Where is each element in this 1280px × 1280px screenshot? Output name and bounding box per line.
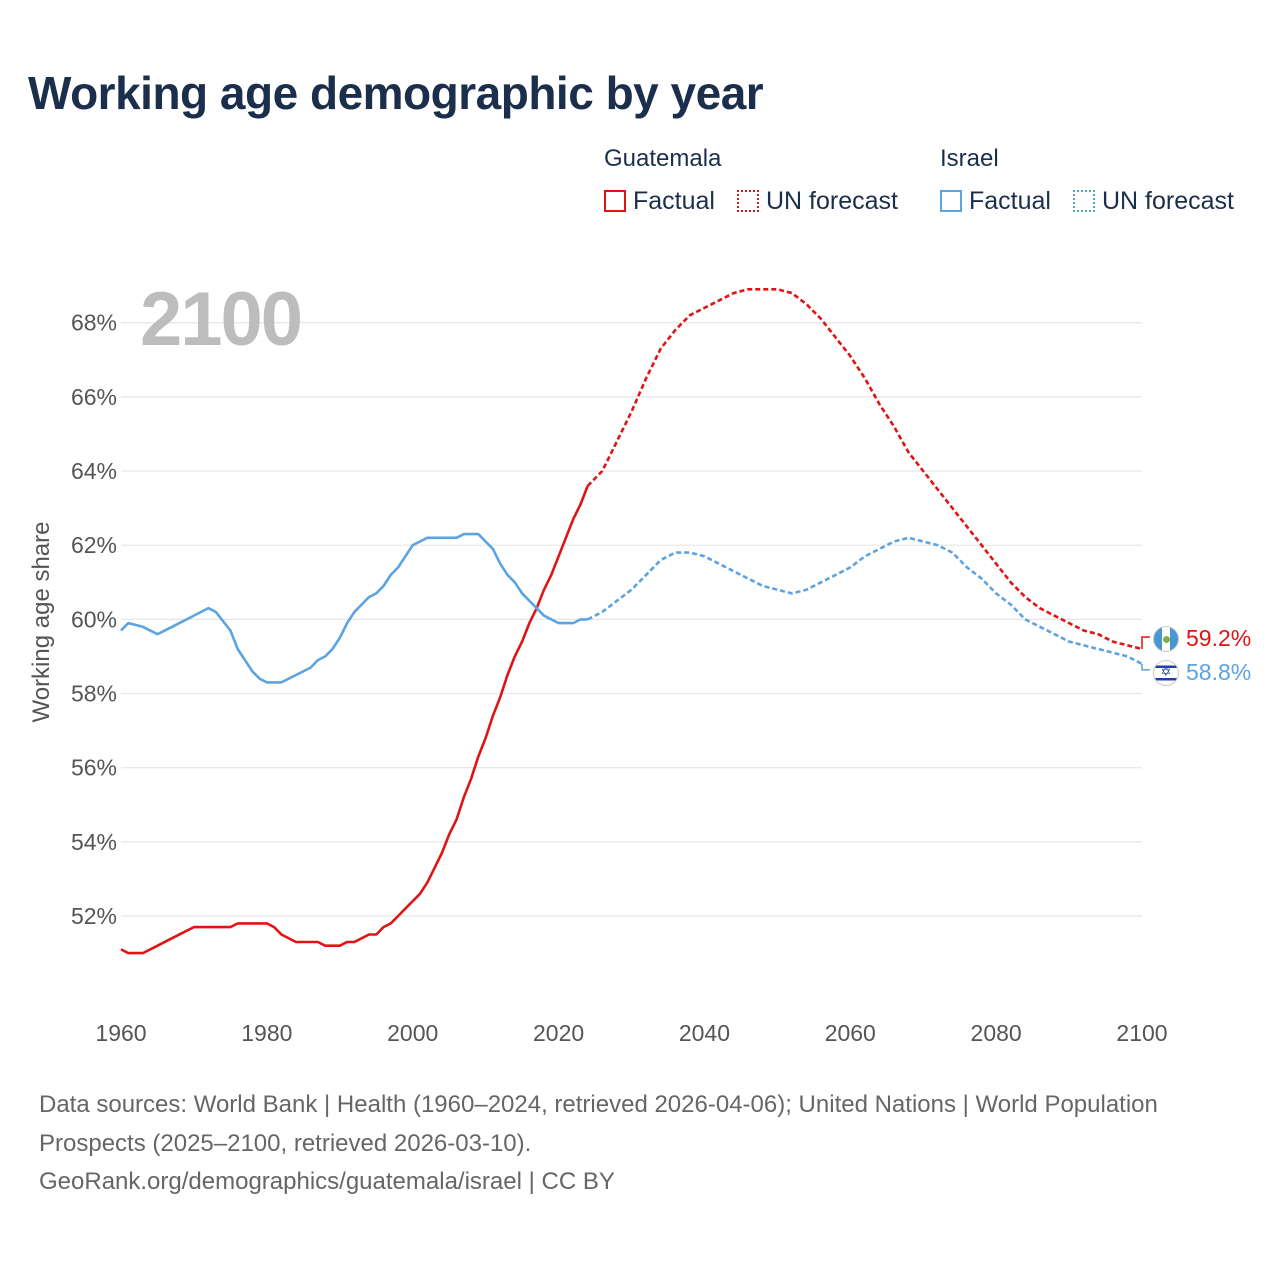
legend-guatemala-factual[interactable]: Factual [604,186,715,216]
israel-factual-line [120,532,588,684]
legend-guatemala-forecast[interactable]: UN forecast [737,186,898,216]
legend-group-israel: Israel [940,145,999,172]
guatemala-label-connector [1141,636,1150,650]
x-tick-label: 2040 [679,1020,730,1046]
legend-label: UN forecast [766,186,898,215]
y-tick-label: 60% [71,606,117,632]
legend-label: Factual [633,186,715,215]
x-tick-label: 2100 [1116,1020,1167,1046]
x-tick-label: 2060 [825,1020,876,1046]
chart-title: Working age demographic by year [28,67,764,119]
footer: Data sources: World Bank | Health (1960–… [39,1086,1239,1202]
israel-flag-icon [1153,660,1179,686]
y-tick-label: 56% [71,755,117,781]
y-axis-label: Working age share [28,521,55,723]
guatemala-flag-icon [1153,626,1179,652]
x-tick-label: 2020 [533,1020,584,1046]
legend-israel-forecast[interactable]: UN forecast [1073,186,1234,216]
guatemala-factual-line [120,485,589,955]
israel-forecast-line [587,536,1143,666]
guatemala-forecast-line [586,288,1143,651]
legend-swatch-dotted-blue [1073,190,1095,212]
legend-swatch-dotted-red [737,190,759,212]
x-tick-label: 1980 [241,1020,292,1046]
y-tick-label: 68% [71,310,117,336]
x-tick-label: 2080 [971,1020,1022,1046]
y-tick-label: 54% [71,829,117,855]
legend-israel-factual[interactable]: Factual [940,186,1051,216]
guatemala-end-value: 59.2% [1186,625,1252,651]
y-tick-label: 62% [71,532,117,558]
legend-swatch-solid-red [604,190,626,212]
legend-label: UN forecast [1102,186,1234,215]
y-tick-label: 52% [71,903,117,929]
x-tick-label: 1960 [95,1020,146,1046]
legend-label: Factual [969,186,1051,215]
israel-end-value: 58.8% [1186,659,1252,685]
credit-link[interactable]: GeoRank.org/demographics/guatemala/israe… [39,1168,615,1195]
y-tick-label: 64% [71,458,117,484]
y-tick-label: 58% [71,681,117,707]
y-tick-label: 66% [71,384,117,410]
x-tick-label: 2000 [387,1020,438,1046]
line-chart: 52% 54% 56% 58% 60% 62% 64% 66% 68% 1960 1980 2000 2… [71,288,1168,1046]
legend-group-guatemala: Guatemala [604,145,722,172]
data-sources-text: Data sources: World Bank | Health (1960–… [39,1091,1158,1157]
israel-label-connector [1141,663,1150,671]
legend-swatch-solid-blue [940,190,962,212]
current-year-display: 2100 [140,277,303,362]
